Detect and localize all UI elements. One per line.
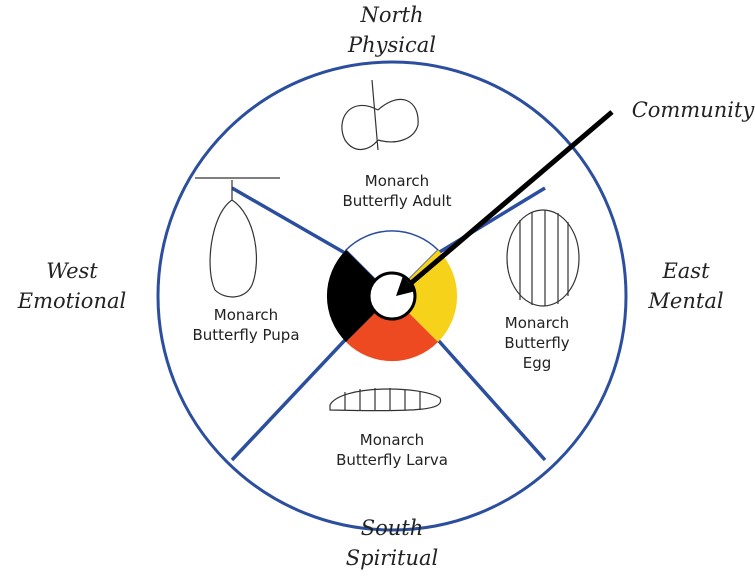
stage-label: Egg bbox=[523, 354, 552, 372]
direction-aspect: Mental bbox=[647, 289, 723, 313]
inner-wheel bbox=[327, 231, 457, 361]
direction-aspect: Physical bbox=[347, 33, 436, 57]
stage-label: Monarch bbox=[365, 172, 429, 190]
stage-label: Butterfly Larva bbox=[336, 451, 448, 469]
stage-label: Monarch bbox=[505, 314, 569, 332]
center-label: Community bbox=[632, 98, 755, 122]
stage-label: Butterfly Adult bbox=[342, 192, 451, 210]
direction-name: South bbox=[361, 516, 424, 540]
stage-label: Monarch bbox=[360, 431, 424, 449]
direction-aspect: Emotional bbox=[17, 289, 126, 313]
direction-aspect: Spiritual bbox=[346, 546, 439, 570]
direction-name: North bbox=[359, 3, 423, 27]
stage-label: Monarch bbox=[214, 306, 278, 324]
medicine-wheel-diagram: North Physical East Mental South Spiritual Wes… bbox=[0, 0, 755, 583]
stage-label: Butterfly bbox=[504, 334, 569, 352]
stage-label: Butterfly Pupa bbox=[192, 326, 299, 344]
direction-name: West bbox=[46, 259, 98, 283]
direction-name: East bbox=[661, 259, 710, 283]
